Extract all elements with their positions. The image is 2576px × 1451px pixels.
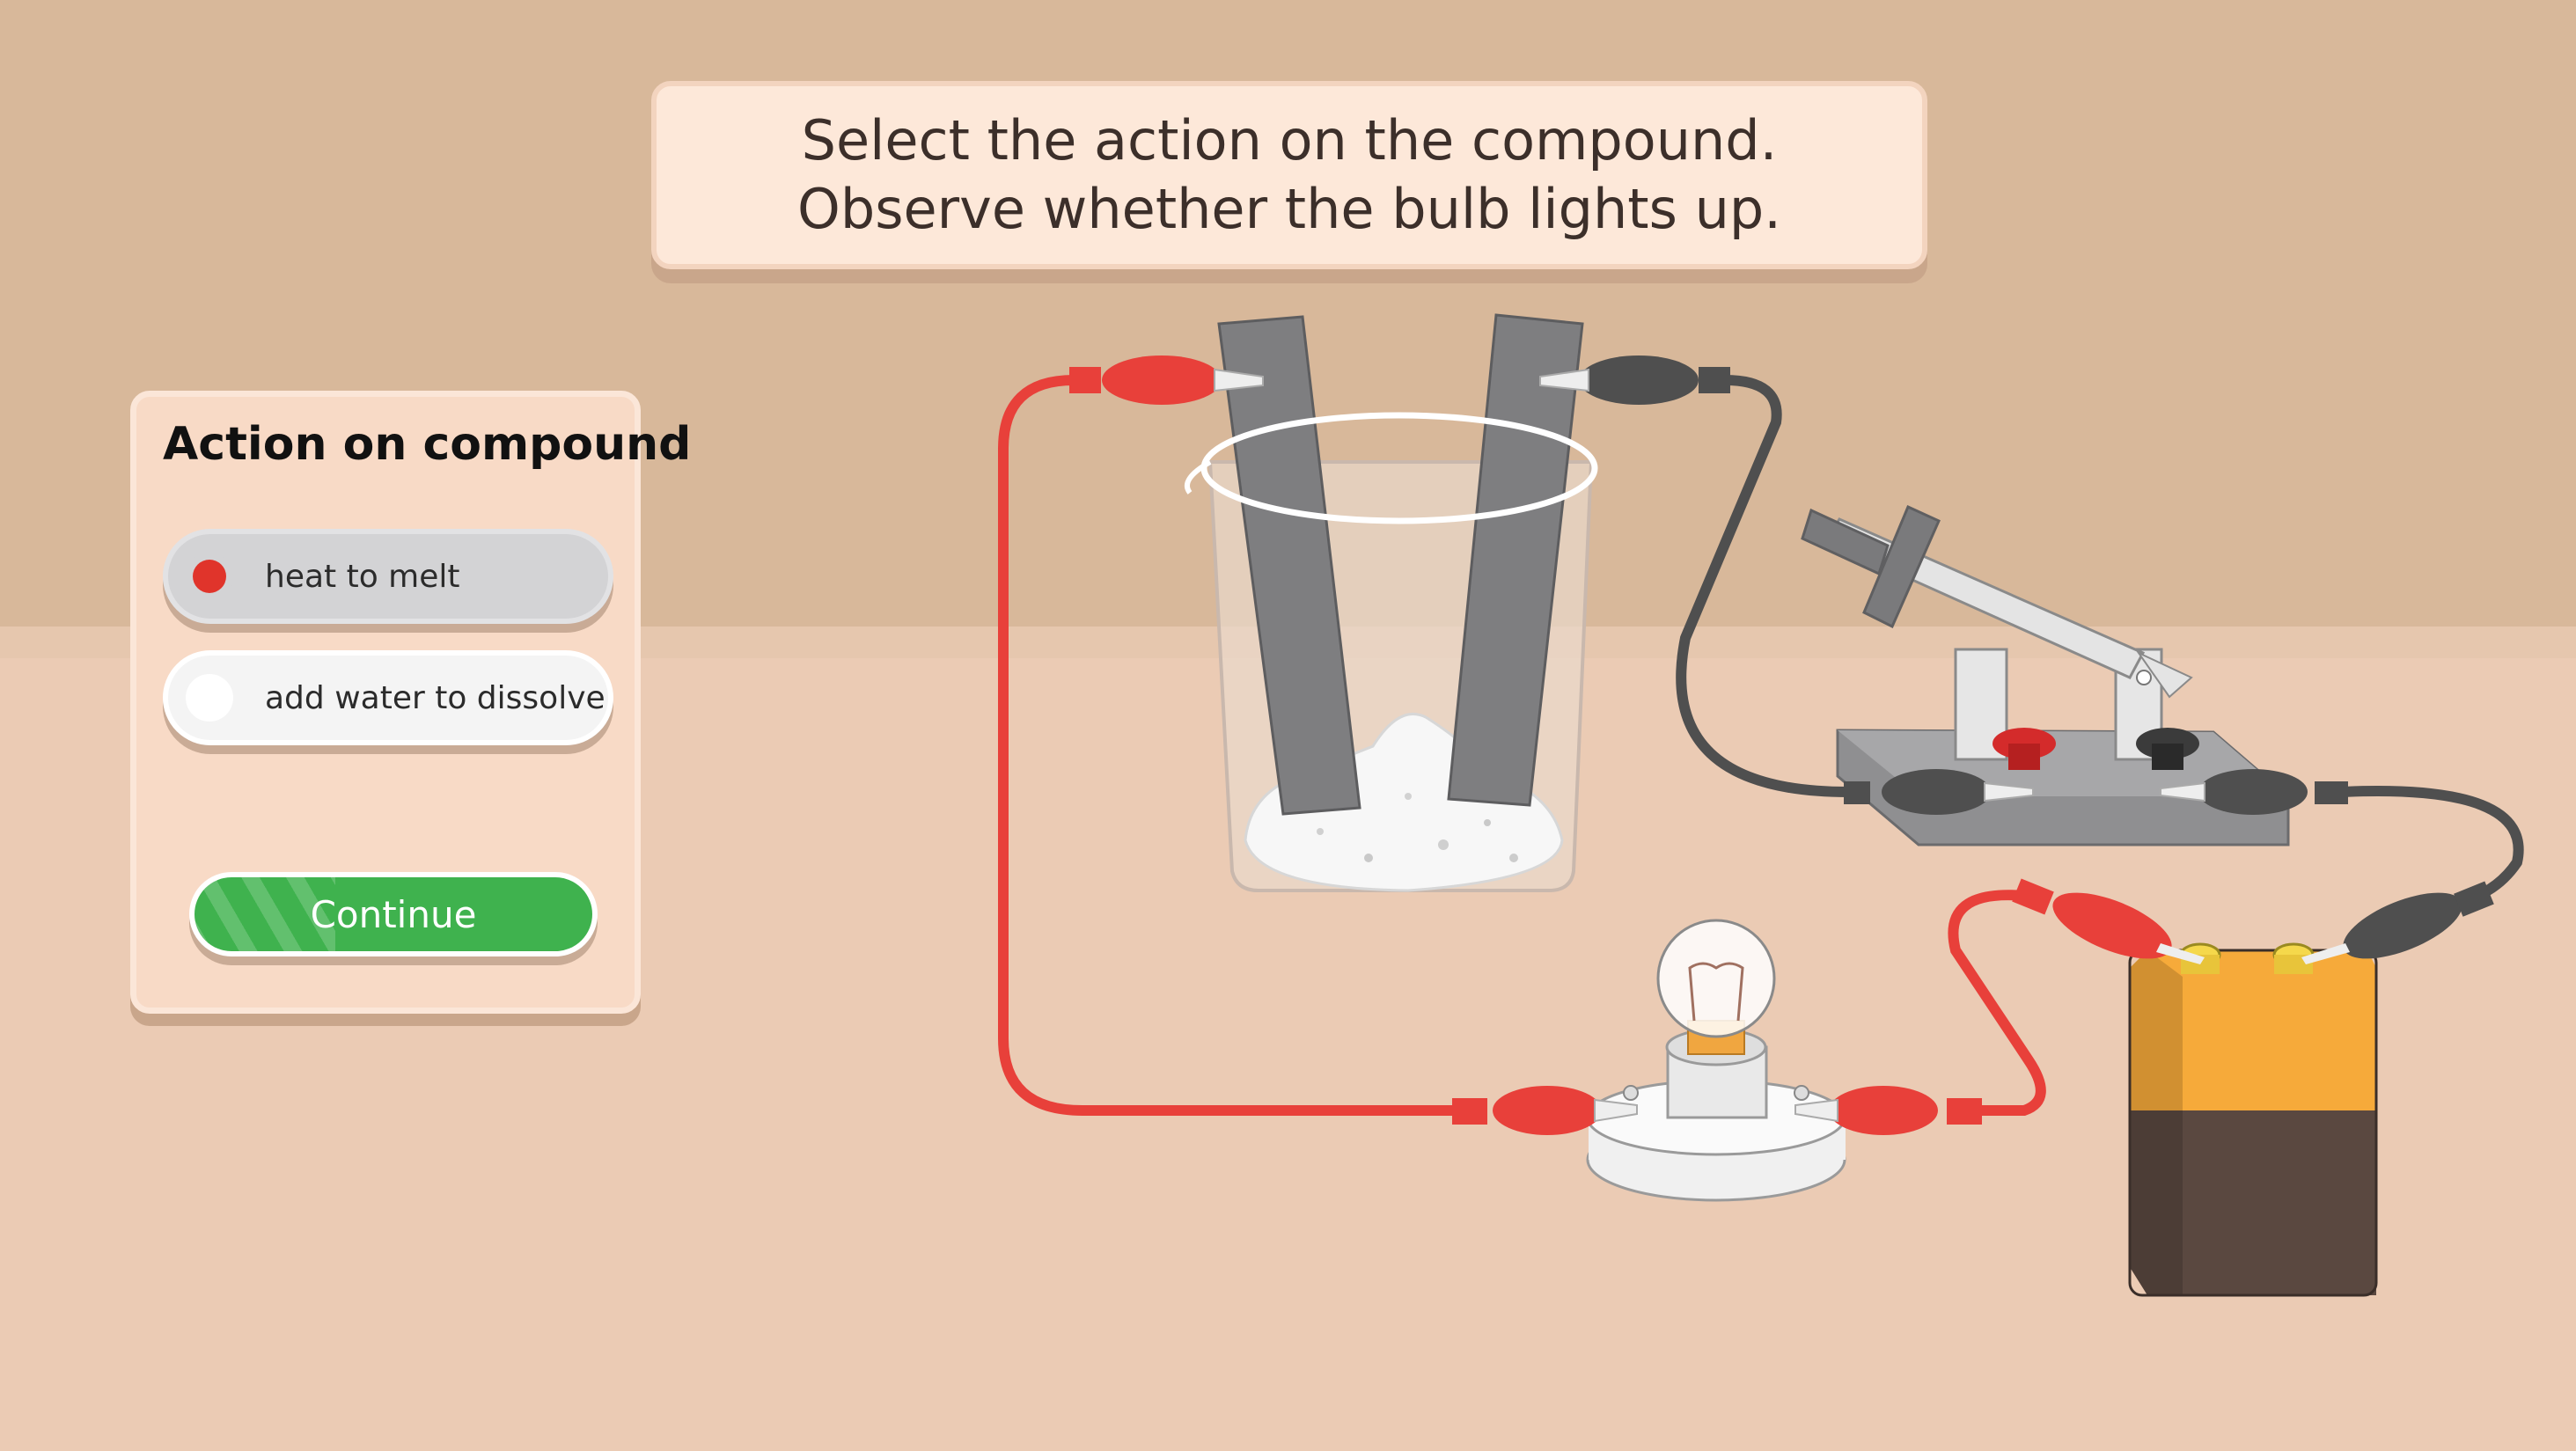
clip-red-electrode [1069, 355, 1264, 405]
clip-red-bulb-left [1452, 1086, 1638, 1135]
panel-title: Action on compound [163, 418, 692, 471]
continue-label: Continue [310, 892, 477, 936]
red-wire-right [1948, 890, 2046, 1116]
action-panel: Action on compound heat to melt add wate… [130, 391, 691, 1014]
option-add-water-to-dissolve[interactable]: add water to dissolve [163, 650, 613, 745]
option-label: add water to dissolve [265, 679, 605, 716]
continue-button[interactable]: Continue [189, 872, 598, 956]
red-wire-left [998, 375, 1466, 1116]
radio-empty-icon [186, 674, 233, 722]
battery [2012, 878, 2494, 1297]
beaker [1184, 313, 1598, 892]
clip-dark-electrode [1539, 355, 1730, 405]
clip-red-bulb-right [1794, 1086, 1982, 1135]
instruction-line-1: Select the action on the compound. [801, 108, 1778, 172]
electrode-right [1447, 313, 1584, 807]
instruction-banner: Select the action on the compound. Obser… [651, 81, 1927, 269]
knife-switch [1801, 504, 2348, 846]
dark-wire-right [2336, 786, 2524, 905]
light-bulb [1586, 919, 1846, 1202]
option-label: heat to melt [265, 558, 460, 595]
instruction-line-2: Observe whether the bulb lights up. [797, 177, 1781, 241]
radio-selected-icon [186, 553, 233, 600]
option-heat-to-melt[interactable]: heat to melt [163, 529, 613, 624]
electrode-left [1217, 315, 1361, 816]
dark-wire-top [1676, 375, 1853, 797]
